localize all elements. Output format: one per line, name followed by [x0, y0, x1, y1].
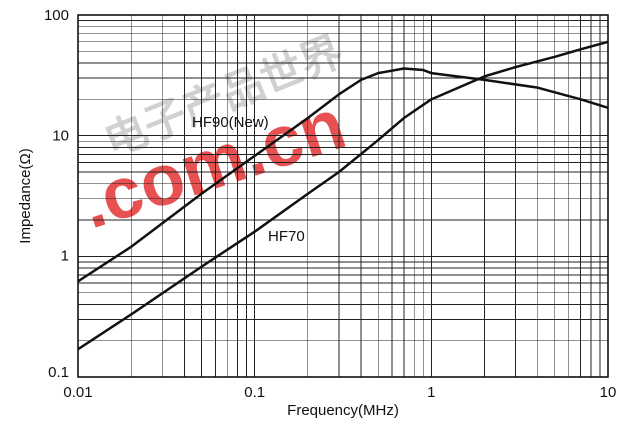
x-axis-title: Frequency(MHz) [287, 402, 399, 419]
chart-labels: 0.01 0.1 1 10 0.1 1 10 100 Frequency(MHz) Impedan… [17, 7, 616, 419]
plot-area [78, 40, 608, 351]
x-tick-label: 10 [600, 384, 617, 401]
series-label-hf70: HF70 [268, 228, 305, 245]
y-tick-label: 100 [44, 7, 69, 24]
y-tick-label: 10 [52, 128, 69, 145]
x-tick-label: 0.1 [244, 384, 265, 401]
grid-lines [77, 14, 609, 378]
series-line-hf90 [78, 67, 608, 283]
series-line-hf70 [78, 40, 608, 351]
plot-frame [77, 14, 609, 378]
y-axis-title: Impedance(Ω) [17, 148, 34, 243]
x-tick-label: 0.01 [63, 384, 92, 401]
x-tick-label: 1 [427, 384, 435, 401]
y-tick-label: 1 [61, 247, 69, 264]
y-tick-label: 0.1 [48, 364, 69, 381]
series-label-hf90: HF90(New) [192, 114, 269, 131]
